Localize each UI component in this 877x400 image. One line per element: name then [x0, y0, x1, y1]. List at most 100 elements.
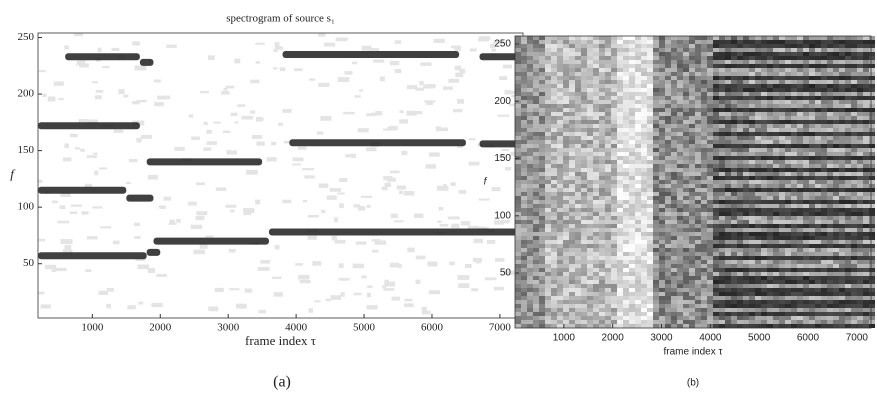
texture-cell [581, 92, 587, 96]
texture-cell [647, 312, 653, 316]
texture-cell [605, 40, 611, 44]
texture-cell [695, 172, 701, 176]
texture-cell [617, 224, 623, 228]
texture-cell [689, 296, 695, 300]
speckle [359, 89, 363, 91]
texture-cell [605, 72, 611, 76]
texture-cell [839, 268, 845, 272]
texture-cell [755, 244, 761, 248]
speckle [390, 171, 400, 174]
texture-cell [659, 292, 665, 296]
speckle [154, 102, 164, 106]
speckle [383, 176, 392, 180]
texture-cell [743, 260, 749, 264]
texture-cell [683, 80, 689, 84]
texture-cell [755, 236, 761, 240]
texture-cell [683, 264, 689, 268]
texture-cell [671, 228, 677, 232]
texture-cell [815, 104, 821, 108]
texture-cell [695, 260, 701, 264]
texture-cell [605, 64, 611, 68]
texture-cell [773, 152, 779, 156]
texture-cell [779, 216, 785, 220]
texture-cell [839, 56, 845, 60]
texture-cell [755, 316, 761, 320]
texture-cell [773, 164, 779, 168]
texture-cell [797, 144, 803, 148]
texture-cell [695, 80, 701, 84]
texture-cell [713, 184, 719, 188]
texture-cell [803, 40, 809, 44]
texture-cell [791, 256, 797, 260]
speckle [282, 200, 291, 204]
texture-cell [599, 152, 605, 156]
texture-cell [641, 72, 647, 76]
texture-cell [527, 68, 533, 72]
texture-cell [635, 112, 641, 116]
texture-cell [833, 292, 839, 296]
texture-cell [629, 324, 635, 328]
texture-cell [851, 92, 857, 96]
texture-cell [641, 88, 647, 92]
texture-cell [533, 204, 539, 208]
texture-cell [851, 64, 857, 68]
texture-cell [743, 256, 749, 260]
texture-cell [767, 128, 773, 132]
texture-cell [605, 216, 611, 220]
texture-cell [737, 92, 743, 96]
texture-cell [593, 132, 599, 136]
texture-cell [863, 252, 869, 256]
texture-cell [671, 120, 677, 124]
texture-cell [869, 56, 875, 60]
texture-cell [683, 256, 689, 260]
texture-cell [599, 216, 605, 220]
texture-cell [647, 160, 653, 164]
texture-cell [575, 252, 581, 256]
speckle [64, 245, 71, 249]
texture-cell [617, 44, 623, 48]
texture-cell [665, 196, 671, 200]
texture-cell [791, 228, 797, 232]
texture-cell [551, 316, 557, 320]
texture-cell [557, 48, 563, 52]
texture-cell [803, 212, 809, 216]
texture-cell [617, 144, 623, 148]
speckle [312, 261, 321, 266]
texture-cell [665, 256, 671, 260]
texture-cell [833, 36, 839, 40]
texture-cell [863, 192, 869, 196]
texture-cell [629, 320, 635, 324]
texture-cell [563, 260, 569, 264]
speckle [138, 302, 143, 305]
texture-cell [575, 228, 581, 232]
texture-cell [869, 196, 875, 200]
texture-cell [761, 124, 767, 128]
texture-cell [767, 72, 773, 76]
texture-cell [599, 64, 605, 68]
texture-cell [587, 56, 593, 60]
texture-cell [767, 84, 773, 88]
texture-cell [851, 180, 857, 184]
texture-cell [551, 108, 557, 112]
texture-cell [695, 68, 701, 72]
texture-cell [815, 132, 821, 136]
texture-cell [851, 124, 857, 128]
texture-cell [683, 140, 689, 144]
texture-cell [671, 52, 677, 56]
texture-cell [761, 256, 767, 260]
texture-cell [695, 152, 701, 156]
texture-cell [785, 252, 791, 256]
texture-cell [689, 92, 695, 96]
texture-cell [671, 152, 677, 156]
texture-cell [845, 272, 851, 276]
texture-cell [767, 220, 773, 224]
texture-cell [653, 104, 659, 108]
texture-cell [857, 284, 863, 288]
speckle [229, 249, 236, 253]
texture-cell [743, 60, 749, 64]
texture-cell [629, 224, 635, 228]
texture-cell [659, 64, 665, 68]
texture-cell [551, 140, 557, 144]
speckle [92, 81, 98, 83]
texture-cell [671, 272, 677, 276]
